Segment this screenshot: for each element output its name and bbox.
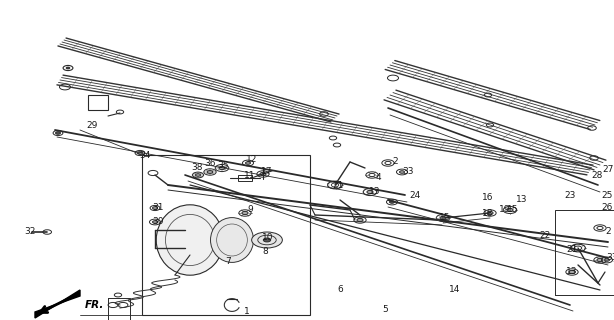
Ellipse shape [156,205,223,275]
Text: 27: 27 [602,165,613,174]
Text: 23: 23 [564,190,576,199]
Text: 12: 12 [246,156,258,164]
Text: FR.: FR. [85,300,104,310]
Text: 8: 8 [262,247,268,257]
Circle shape [569,270,575,274]
Text: 21: 21 [566,245,578,254]
Text: 35: 35 [217,162,229,171]
Circle shape [246,162,251,164]
Text: 36: 36 [204,158,216,167]
Text: 13: 13 [516,196,528,204]
Text: 13: 13 [369,188,381,196]
Circle shape [208,171,213,173]
Text: 1: 1 [244,307,250,316]
Text: 34: 34 [139,150,150,159]
Text: 31: 31 [152,203,164,212]
Text: 21: 21 [332,180,344,189]
Text: 10: 10 [262,233,274,242]
Circle shape [55,132,60,134]
Text: 14: 14 [449,285,460,294]
Circle shape [263,238,271,242]
Text: 5: 5 [382,306,388,315]
Circle shape [138,152,142,154]
Text: 24: 24 [410,191,421,201]
Text: 6: 6 [337,285,343,294]
Text: 32: 32 [25,228,36,236]
Text: 26: 26 [601,204,613,212]
Bar [88,95,108,110]
Circle shape [195,174,201,176]
Text: 17: 17 [261,167,273,177]
Text: 25: 25 [601,190,613,199]
Text: 28: 28 [591,172,603,180]
Text: 4: 4 [375,172,381,181]
Circle shape [507,208,513,212]
Text: 15: 15 [507,205,519,214]
Bar [238,175,252,180]
Text: 18: 18 [482,209,494,218]
Bar [142,155,310,315]
Text: 13: 13 [566,268,578,276]
Bar [555,210,614,295]
Text: 2: 2 [392,157,398,166]
Circle shape [440,216,446,220]
Text: 30: 30 [152,218,164,227]
Circle shape [152,207,157,209]
Text: 9: 9 [247,205,253,214]
Bar [108,298,130,320]
Circle shape [152,221,157,223]
Text: 33: 33 [606,253,614,262]
Text: 3: 3 [612,255,614,265]
Circle shape [252,232,282,248]
Circle shape [367,190,373,194]
Text: 19: 19 [499,205,511,214]
Circle shape [260,172,266,176]
Text: 22: 22 [539,230,551,239]
Circle shape [219,166,225,170]
Circle shape [389,201,394,203]
Text: 29: 29 [87,122,98,131]
Circle shape [487,212,493,215]
Circle shape [242,212,248,215]
Text: 16: 16 [482,194,494,203]
Text: 15: 15 [439,213,451,222]
Circle shape [605,259,610,261]
Text: 2: 2 [605,228,611,236]
Circle shape [400,171,405,173]
Circle shape [66,67,70,69]
Text: 33: 33 [402,167,414,177]
Ellipse shape [211,218,254,262]
Polygon shape [35,290,80,318]
Circle shape [357,218,363,221]
Text: 11: 11 [244,171,256,180]
Circle shape [597,259,603,262]
Text: 38: 38 [191,163,203,172]
Text: 7: 7 [225,258,231,267]
